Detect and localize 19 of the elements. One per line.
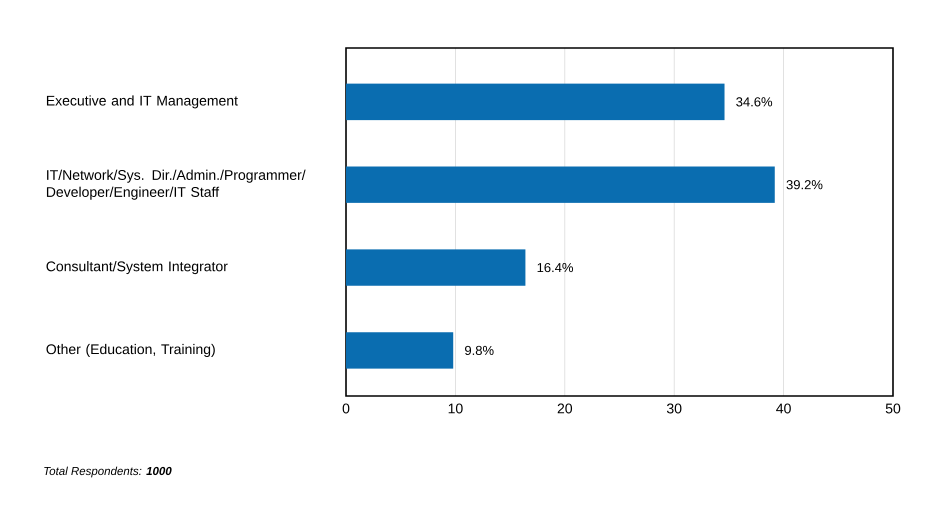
bar <box>346 249 526 286</box>
bar <box>346 332 454 369</box>
y-tick-label: Consultant/System Integrator <box>46 261 228 274</box>
text: Total Respondents: 1000 <box>44 466 172 478</box>
x-tick-label: 50 <box>886 404 900 414</box>
x-tick-label: 0 <box>342 404 350 414</box>
data-label: 39.2% <box>786 180 822 190</box>
bar <box>346 84 725 120</box>
data-label: 34.6% <box>736 97 772 106</box>
data-label: 16.4% <box>538 262 574 272</box>
x-tick-label: 40 <box>776 404 791 414</box>
x-tick-label: 30 <box>666 404 682 414</box>
y-tick-label: IT/Network/Sys. Dir./Admin./Programmer/Developer/Engineer/IT Staff <box>46 170 306 200</box>
y-tick-label: Other (Education, Training) <box>46 344 215 357</box>
x-tick-label: 20 <box>558 404 572 414</box>
data-label: 9.8% <box>465 346 494 356</box>
y-tick-label: Executive and IT Management <box>46 95 238 108</box>
bar <box>346 166 775 203</box>
x-tick-label: 10 <box>448 404 463 414</box>
